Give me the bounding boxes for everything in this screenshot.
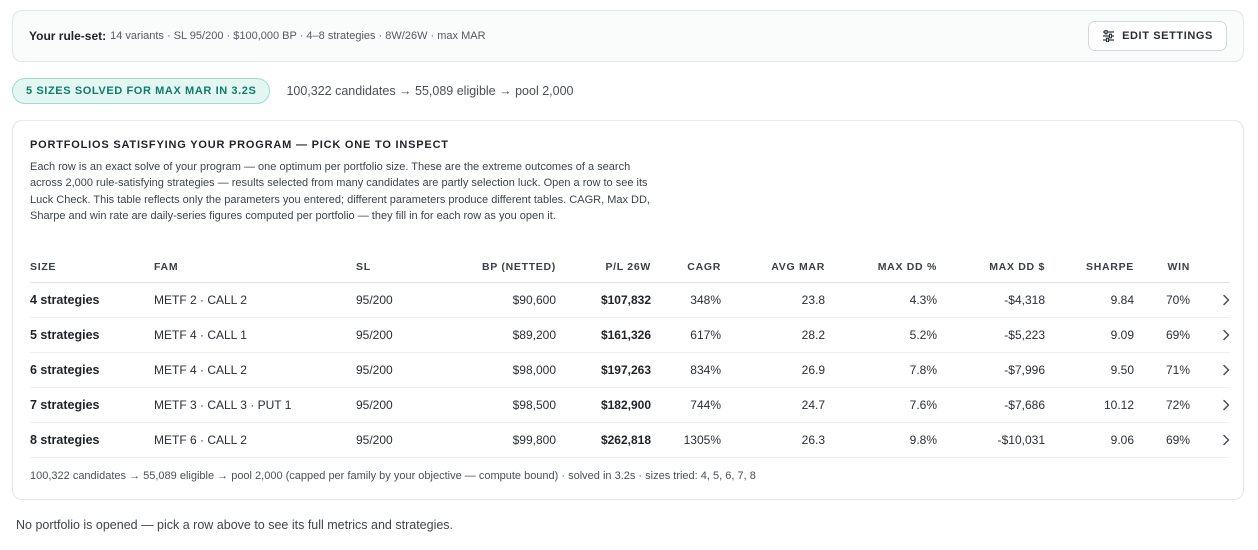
open-row-cell[interactable] [1190, 282, 1230, 318]
col-size: SIZE [30, 253, 154, 283]
row-sharpe: 9.50 [1045, 352, 1134, 388]
table-row[interactable]: 8 strategies METF 6 · CALL 2 95/200 $99,800… [30, 422, 1230, 458]
row-max-dd-usd: -$7,686 [937, 387, 1045, 423]
col-open [1190, 253, 1230, 283]
row-max-dd-pct: 9.8% [825, 422, 937, 458]
row-size: 4 strategies [30, 282, 154, 318]
open-row-cell[interactable] [1190, 352, 1230, 388]
row-max-dd-usd: -$5,223 [937, 317, 1045, 353]
row-bp: $89,200 [456, 317, 556, 353]
row-size: 8 strategies [30, 422, 154, 458]
row-size: 6 strategies [30, 352, 154, 388]
row-sl: 95/200 [356, 387, 456, 423]
row-max-dd-usd: -$7,996 [937, 352, 1045, 388]
table-row[interactable]: 4 strategies METF 2 · CALL 2 95/200 $90,600… [30, 282, 1230, 318]
ruleset-bar: Your rule-set: 14 variants · SL 95/200 ·… [12, 10, 1244, 62]
row-size: 7 strategies [30, 387, 154, 423]
row-bp: $98,000 [456, 352, 556, 388]
row-win: 69% [1134, 422, 1190, 458]
chevron-right-icon[interactable] [1222, 293, 1230, 307]
col-sharpe: SHARPE [1045, 253, 1134, 283]
row-avg-mar: 26.3 [721, 422, 825, 458]
row-max-dd-pct: 4.3% [825, 282, 937, 318]
row-pl: $197,263 [556, 352, 651, 388]
row-win: 72% [1134, 387, 1190, 423]
row-avg-mar: 28.2 [721, 317, 825, 353]
row-bp: $99,800 [456, 422, 556, 458]
row-max-dd-usd: -$10,031 [937, 422, 1045, 458]
col-cagr: CAGR [651, 253, 721, 283]
col-avg-mar: AVG MAR [721, 253, 825, 283]
solved-badge: 5 SIZES SOLVED FOR MAX MAR IN 3.2S [12, 78, 271, 104]
row-pl: $107,832 [556, 282, 651, 318]
open-row-cell[interactable] [1190, 422, 1230, 458]
row-family: METF 6 · CALL 2 [154, 422, 356, 458]
solve-footnote: 100,322 candidates → 55,089 eligible → p… [30, 470, 756, 482]
row-sharpe: 9.09 [1045, 317, 1134, 353]
row-cagr: 617% [651, 317, 721, 353]
table-row[interactable]: 5 strategies METF 4 · CALL 1 95/200 $89,200… [30, 317, 1230, 353]
table-row[interactable]: 7 strategies METF 3 · CALL 3 · PUT 1 95/20… [30, 387, 1230, 423]
row-sharpe: 10.12 [1045, 387, 1134, 423]
row-sl: 95/200 [356, 352, 456, 388]
open-row-cell[interactable] [1190, 387, 1230, 423]
row-sharpe: 9.06 [1045, 422, 1134, 458]
chevron-right-icon[interactable] [1222, 398, 1230, 412]
col-max-dd-usd: MAX DD $ [937, 253, 1045, 283]
row-sl: 95/200 [356, 282, 456, 318]
row-avg-mar: 26.9 [721, 352, 825, 388]
solve-status: 5 SIZES SOLVED FOR MAX MAR IN 3.2S 100,3… [12, 78, 573, 104]
col-fam: FAM [154, 253, 356, 283]
row-bp: $98,500 [456, 387, 556, 423]
row-size: 5 strategies [30, 317, 154, 353]
empty-state-message: No portfolio is opened — pick a row abov… [16, 518, 454, 532]
candidate-funnel: 100,322 candidates → 55,089 eligible → p… [286, 84, 574, 98]
row-sl: 95/200 [356, 317, 456, 353]
row-avg-mar: 24.7 [721, 387, 825, 423]
row-cagr: 1305% [651, 422, 721, 458]
row-family: METF 4 · CALL 1 [154, 317, 356, 353]
ruleset-label: Your rule-set: [29, 29, 107, 43]
row-bp: $90,600 [456, 282, 556, 318]
portfolios-card: PORTFOLIOS SATISFYING YOUR PROGRAM — PIC… [12, 120, 1244, 500]
col-sl: SL [356, 253, 456, 283]
row-max-dd-pct: 7.6% [825, 387, 937, 423]
chevron-right-icon[interactable] [1222, 363, 1230, 377]
row-family: METF 4 · CALL 2 [154, 352, 356, 388]
row-max-dd-pct: 7.8% [825, 352, 937, 388]
col-pl: P/L 26W [556, 253, 651, 283]
row-win: 70% [1134, 282, 1190, 318]
row-win: 69% [1134, 317, 1190, 353]
chevron-right-icon[interactable] [1222, 433, 1230, 447]
ruleset-summary: 14 variants · SL 95/200 · $100,000 BP · … [110, 30, 486, 42]
col-max-dd-pct: MAX DD % [825, 253, 937, 283]
row-avg-mar: 23.8 [721, 282, 825, 318]
row-pl: $161,326 [556, 317, 651, 353]
edit-settings-button[interactable]: EDIT SETTINGS [1088, 21, 1227, 51]
portfolios-table: SIZE FAM SL BP (NETTED) P/L 26W CAGR AVG… [30, 253, 1230, 458]
sliders-icon [1102, 30, 1115, 42]
portfolios-description: Each row is an exact solve of your progr… [30, 161, 650, 223]
row-win: 71% [1134, 352, 1190, 388]
row-family: METF 2 · CALL 2 [154, 282, 356, 318]
open-row-cell[interactable] [1190, 317, 1230, 353]
row-pl: $262,818 [556, 422, 651, 458]
portfolios-title: PORTFOLIOS SATISFYING YOUR PROGRAM — PIC… [30, 139, 449, 151]
row-max-dd-pct: 5.2% [825, 317, 937, 353]
row-cagr: 348% [651, 282, 721, 318]
row-max-dd-usd: -$4,318 [937, 282, 1045, 318]
row-cagr: 834% [651, 352, 721, 388]
table-row[interactable]: 6 strategies METF 4 · CALL 2 95/200 $98,000… [30, 352, 1230, 388]
chevron-right-icon[interactable] [1222, 328, 1230, 342]
edit-settings-label: EDIT SETTINGS [1122, 30, 1213, 42]
table-header: SIZE FAM SL BP (NETTED) P/L 26W CAGR AVG… [30, 253, 1230, 283]
col-bp: BP (NETTED) [456, 253, 556, 283]
col-win: WIN [1134, 253, 1190, 283]
row-sharpe: 9.84 [1045, 282, 1134, 318]
row-sl: 95/200 [356, 422, 456, 458]
row-pl: $182,900 [556, 387, 651, 423]
row-cagr: 744% [651, 387, 721, 423]
row-family: METF 3 · CALL 3 · PUT 1 [154, 387, 356, 423]
